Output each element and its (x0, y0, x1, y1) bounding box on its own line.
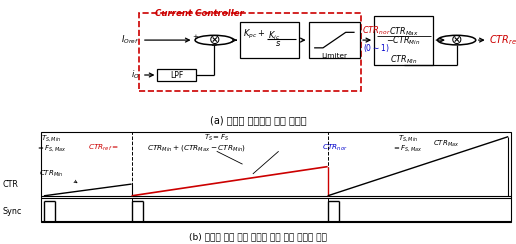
Text: $=F_{S,Max}$: $=F_{S,Max}$ (393, 143, 423, 153)
Text: $-$: $-$ (210, 39, 218, 48)
Text: $i_O$: $i_O$ (131, 69, 139, 81)
Bar (41, 132, 511, 222)
Text: $\otimes$: $\otimes$ (450, 33, 463, 47)
Text: $\otimes$: $\otimes$ (208, 33, 220, 47)
Text: $CTR_{Max}$: $CTR_{Max}$ (389, 25, 418, 38)
Text: $CTR_{nor}$: $CTR_{nor}$ (362, 25, 391, 37)
Text: +: + (192, 34, 198, 40)
Text: $(0\sim1)$: $(0\sim1)$ (363, 42, 389, 54)
Text: $-CTR_{Min}$: $-CTR_{Min}$ (386, 34, 421, 47)
Text: $CTR_{Min}+(CTR_{Max}-CTR_{Min})$: $CTR_{Min}+(CTR_{Max}-CTR_{Min})$ (147, 143, 246, 152)
Text: $T_{S,Min}$: $T_{S,Min}$ (41, 133, 62, 143)
Bar (309, 22, 360, 58)
Text: $CTR_{Min}$: $CTR_{Min}$ (39, 169, 64, 179)
Text: (a) 정전류 제어기의 제어 블록도: (a) 정전류 제어기의 제어 블록도 (209, 115, 307, 125)
Bar (240, 22, 299, 58)
Text: $s$: $s$ (275, 39, 281, 48)
Text: $=F_{S,Max}$: $=F_{S,Max}$ (37, 143, 67, 153)
Text: $CTR_{ref}$: $CTR_{ref}$ (489, 33, 516, 47)
Text: $CTR_{Max}$: $CTR_{Max}$ (433, 139, 460, 149)
Text: Limiter: Limiter (321, 53, 347, 59)
Text: $CTR_{nor}$: $CTR_{nor}$ (322, 142, 348, 153)
Text: $T_S=F_S$: $T_S=F_S$ (204, 133, 229, 143)
Text: LPF: LPF (170, 71, 183, 80)
Text: $CTR_{Min}$: $CTR_{Min}$ (390, 54, 417, 66)
Text: Sync: Sync (3, 207, 22, 216)
Text: $T_{S,Min}$: $T_{S,Min}$ (397, 133, 418, 143)
Text: $CTR_{ref}=$: $CTR_{ref}=$ (88, 142, 119, 153)
Text: Current Controller: Current Controller (155, 9, 244, 18)
Text: $K_{ic}$: $K_{ic}$ (268, 30, 281, 42)
Text: CTR: CTR (3, 180, 19, 189)
Bar (157, 70, 196, 81)
Bar (139, 13, 361, 91)
Text: $K_{pc}+$: $K_{pc}+$ (243, 28, 265, 41)
Text: (b) 정전류 제어 출력 카운터 값에 따른 주파수 제어: (b) 정전류 제어 출력 카운터 값에 따른 주파수 제어 (189, 233, 327, 242)
Text: $I_{Oref}$: $I_{Oref}$ (121, 34, 139, 46)
Bar (374, 16, 433, 65)
